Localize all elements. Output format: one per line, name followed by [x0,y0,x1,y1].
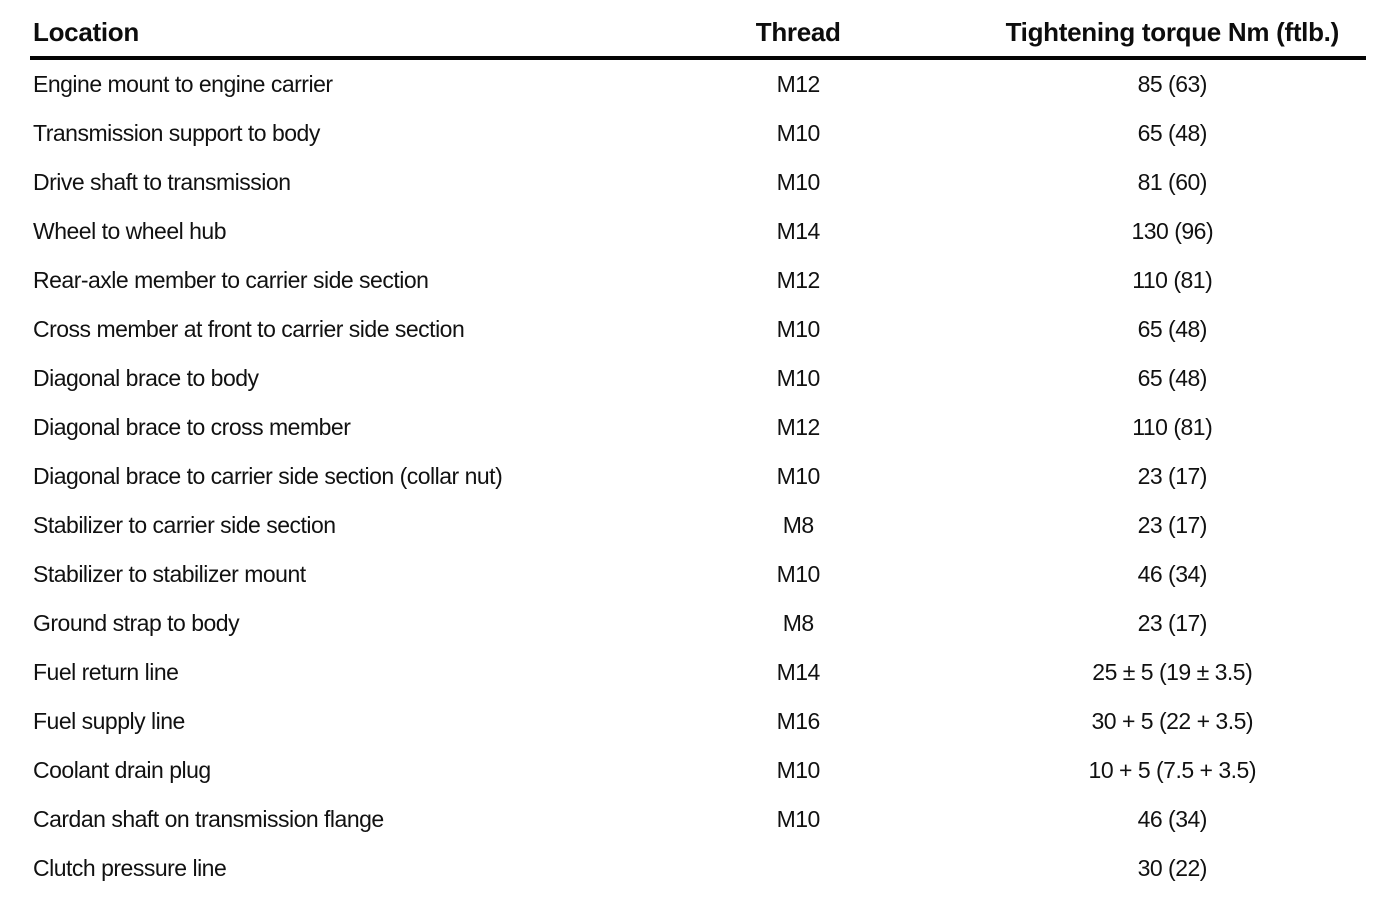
table-row: Drive shaft to transmission M10 81 (60) [30,158,1366,207]
location-cell: Rear-axle member to carrier side section [33,267,429,293]
table-row: Clutch pressure line 30 (22) [30,844,1366,893]
location-cell: Diagonal brace to carrier side section (… [33,463,503,489]
location-cell: Clutch pressure line [33,855,227,881]
table-row: Ground strap to body M8 23 (17) [30,599,1366,648]
torque-cell: 25 ± 5 (19 ± 3.5) [1092,659,1253,685]
torque-cell: 10 + 5 (7.5 + 3.5) [1088,757,1257,783]
thread-cell: M10 [776,806,821,832]
table-row: Fuel return line M14 25 ± 5 (19 ± 3.5) [30,648,1366,697]
location-cell: Cross member at front to carrier side se… [33,316,465,342]
table-row: Transmission support to body M10 65 (48) [30,109,1366,158]
thread-cell: M16 [776,708,821,734]
location-cell: Engine mount to engine carrier [33,71,333,97]
thread-cell: M10 [776,365,821,391]
torque-cell: 81 (60) [1137,169,1208,195]
thread-cell: M12 [776,71,821,97]
location-cell: Fuel supply line [33,708,185,734]
torque-cell: 130 (96) [1131,218,1214,244]
table-header-row: Location Thread Tightening torque Nm (ft… [30,8,1366,58]
thread-cell: M10 [776,463,821,489]
location-cell: Diagonal brace to body [33,365,259,391]
table-row: Cross member at front to carrier side se… [30,305,1366,354]
column-header-location: Location [33,16,139,47]
location-cell: Coolant drain plug [33,757,211,783]
table-row: Stabilizer to carrier side section M8 23 (… [30,501,1366,550]
location-cell: Transmission support to body [33,120,320,146]
location-cell: Diagonal brace to cross member [33,414,351,440]
table-row: Coolant drain plug M10 10 + 5 (7.5 + 3.5) [30,746,1366,795]
thread-cell: M14 [776,218,821,244]
location-cell: Fuel return line [33,659,179,685]
torque-cell: 65 (48) [1137,365,1208,391]
table-row: Rear-axle member to carrier side section… [30,256,1366,305]
torque-cell: 65 (48) [1137,316,1208,342]
torque-cell: 65 (48) [1137,120,1208,146]
torque-cell: 23 (17) [1137,512,1208,538]
location-cell: Wheel to wheel hub [33,218,227,244]
thread-cell: M10 [776,120,821,146]
thread-cell: M10 [776,169,821,195]
location-cell: Drive shaft to transmission [33,169,291,195]
thread-cell: M10 [776,757,821,783]
thread-cell: M10 [776,316,821,342]
location-cell: Cardan shaft on transmission flange [33,806,384,832]
torque-cell: 30 (22) [1137,855,1208,881]
table-row: Fuel supply line M16 30 + 5 (22 + 3.5) [30,697,1366,746]
location-cell: Stabilizer to stabilizer mount [33,561,306,587]
column-header-torque: Tightening torque Nm (ftlb.) [1005,16,1340,47]
thread-cell [618,844,979,893]
table-row: Diagonal brace to body M10 65 (48) [30,354,1366,403]
torque-cell: 85 (63) [1137,71,1208,97]
thread-cell: M12 [776,414,821,440]
torque-cell: 23 (17) [1137,463,1208,489]
torque-cell: 23 (17) [1137,610,1208,636]
location-cell: Stabilizer to carrier side section [33,512,336,538]
table-row: Wheel to wheel hub M14 130 (96) [30,207,1366,256]
location-cell: Ground strap to body [33,610,240,636]
table-row: Stabilizer to stabilizer mount M10 46 (34) [30,550,1366,599]
table-row: Cardan shaft on transmission flange M10 46… [30,795,1366,844]
table-row: Diagonal brace to cross member M12 110 (81… [30,403,1366,452]
column-header-thread: Thread [755,16,841,47]
thread-cell: M12 [776,267,821,293]
torque-cell: 46 (34) [1137,806,1208,832]
table-body: Engine mount to engine carrier M12 85 (63)… [30,58,1366,893]
torque-spec-table: Location Thread Tightening torque Nm (ft… [30,8,1366,893]
table-row: Diagonal brace to carrier side section (… [30,452,1366,501]
thread-cell: M10 [776,561,821,587]
torque-cell: 46 (34) [1137,561,1208,587]
torque-cell: 110 (81) [1132,267,1213,293]
torque-cell: 30 + 5 (22 + 3.5) [1091,708,1254,734]
thread-cell: M8 [782,610,814,636]
thread-cell: M8 [782,512,814,538]
table-row: Engine mount to engine carrier M12 85 (63) [30,58,1366,109]
torque-cell: 110 (81) [1132,414,1213,440]
thread-cell: M14 [776,659,821,685]
